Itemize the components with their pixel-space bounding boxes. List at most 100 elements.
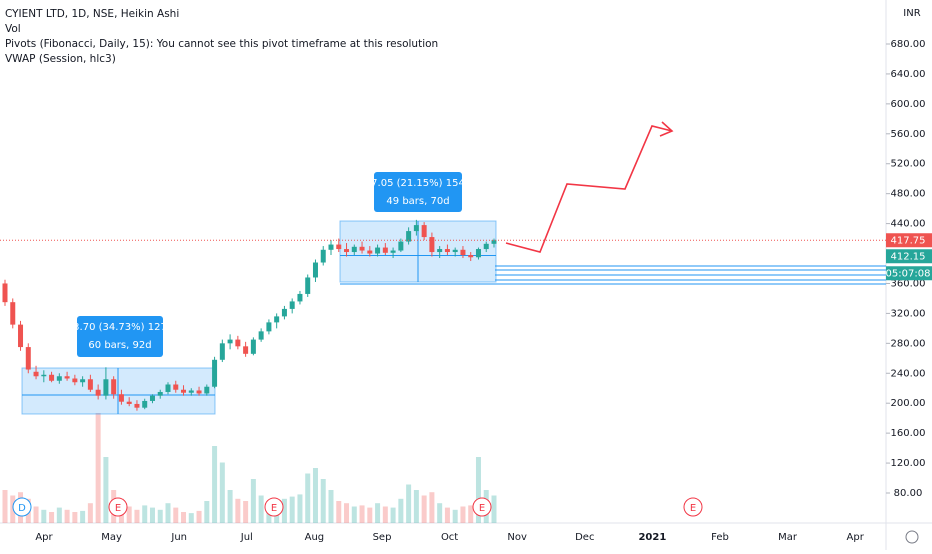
candle-body bbox=[328, 244, 334, 250]
volume-bar bbox=[413, 490, 419, 523]
event-marker bbox=[108, 497, 128, 517]
x-tick-label: 2021 bbox=[638, 532, 666, 543]
candle-body bbox=[413, 225, 419, 232]
volume-bar bbox=[64, 509, 70, 523]
y-tick-label: 640.00 bbox=[891, 69, 926, 80]
measure-label-box bbox=[77, 316, 163, 357]
volume-bar bbox=[204, 501, 210, 523]
event-marker bbox=[472, 497, 492, 517]
x-tick-label: Apr bbox=[35, 532, 53, 543]
candle-body bbox=[398, 241, 404, 251]
volume-bar bbox=[398, 498, 404, 523]
candle-body bbox=[429, 237, 435, 253]
volume-bar bbox=[437, 503, 443, 523]
pivot-lines bbox=[340, 265, 886, 285]
volume-bar bbox=[468, 505, 474, 523]
candle-body bbox=[274, 316, 280, 323]
legend-line: Vol bbox=[5, 23, 21, 35]
candle-body bbox=[188, 390, 194, 393]
volume bbox=[2, 413, 497, 523]
candle-body bbox=[181, 389, 187, 393]
candle-body bbox=[204, 386, 210, 394]
volume-bar bbox=[188, 513, 194, 523]
candle-body bbox=[235, 339, 241, 347]
countdown-tag bbox=[886, 266, 932, 281]
volume-bar bbox=[41, 509, 47, 523]
volume-bar bbox=[359, 505, 365, 523]
candle-body bbox=[336, 244, 342, 250]
vwap-label: 412.15 bbox=[891, 251, 926, 262]
y-tick-label: 680.00 bbox=[891, 39, 926, 50]
candle-body bbox=[475, 249, 481, 258]
candle-body bbox=[80, 379, 86, 383]
legend-line: CYIENT LTD, 1D, NSE, Heikin Ashi bbox=[5, 8, 179, 20]
volume-bar bbox=[390, 507, 396, 523]
volume-bar bbox=[406, 484, 412, 523]
candle-body bbox=[126, 401, 132, 404]
candle-body bbox=[258, 331, 264, 340]
y-tick-label: 600.00 bbox=[891, 99, 926, 110]
volume-bar bbox=[181, 512, 187, 523]
event-label: E bbox=[690, 503, 696, 514]
candle-body bbox=[375, 247, 381, 254]
last-price-label: 417.75 bbox=[891, 235, 926, 246]
candle-body bbox=[367, 250, 373, 254]
event-marker bbox=[12, 497, 32, 517]
x-tick-label: May bbox=[101, 532, 122, 543]
event-label: D bbox=[18, 503, 26, 514]
volume-bar bbox=[320, 479, 326, 523]
candle-body bbox=[111, 379, 117, 395]
candle-body bbox=[437, 249, 443, 253]
volume-bar bbox=[258, 495, 264, 523]
candle-body bbox=[444, 249, 450, 253]
volume-bar bbox=[382, 506, 388, 523]
candle-body bbox=[250, 339, 256, 354]
volume-bar bbox=[33, 506, 39, 523]
candle-body bbox=[305, 277, 311, 294]
x-tick-label: Aug bbox=[305, 532, 325, 543]
candle-body bbox=[452, 249, 458, 253]
candle-body bbox=[312, 262, 318, 278]
measure-label: 63.70 (34.73%) 1274 bbox=[67, 322, 173, 333]
x-tick-label: Sep bbox=[373, 532, 392, 543]
volume-bar bbox=[95, 413, 101, 523]
y-tick-label: 120.00 bbox=[891, 458, 926, 469]
candle-body bbox=[243, 346, 249, 354]
candle-body bbox=[157, 391, 163, 396]
x-tick-label: Jun bbox=[170, 532, 187, 543]
candle-body bbox=[165, 384, 171, 392]
candle-body bbox=[18, 324, 24, 348]
measure-label: 77.05 (21.15%) 1541 bbox=[365, 178, 471, 189]
candle-body bbox=[390, 250, 396, 253]
candle-body bbox=[2, 283, 8, 303]
y-tick-label: 80.00 bbox=[894, 488, 923, 499]
volume-bar bbox=[87, 503, 93, 523]
volume-bar bbox=[491, 495, 497, 523]
x-tick-label: Mar bbox=[778, 532, 798, 543]
event-label: E bbox=[115, 503, 121, 514]
candle-body bbox=[460, 249, 466, 256]
volume-bar bbox=[250, 479, 256, 523]
last-price-tag bbox=[886, 233, 932, 248]
candle-body bbox=[33, 371, 39, 377]
volume-bar bbox=[297, 494, 303, 523]
volume-bar bbox=[157, 509, 163, 523]
x-tick-label: Oct bbox=[441, 532, 458, 543]
volume-bar bbox=[305, 473, 311, 523]
y-tick-label: 280.00 bbox=[891, 338, 926, 349]
event-label: E bbox=[271, 503, 277, 514]
candle-body bbox=[297, 293, 303, 302]
settings-icon[interactable] bbox=[905, 530, 919, 544]
y-tick-label: 320.00 bbox=[891, 308, 926, 319]
volume-bar bbox=[475, 457, 481, 523]
volume-bar bbox=[421, 495, 427, 523]
candle-body bbox=[344, 249, 350, 253]
volume-bar bbox=[134, 509, 140, 523]
candle-body bbox=[421, 225, 427, 238]
y-tick-label: 160.00 bbox=[891, 428, 926, 439]
vwap-tag bbox=[886, 249, 932, 264]
volume-bar bbox=[289, 496, 295, 523]
x-tick-label: Feb bbox=[711, 532, 729, 543]
candle-body bbox=[64, 376, 70, 379]
